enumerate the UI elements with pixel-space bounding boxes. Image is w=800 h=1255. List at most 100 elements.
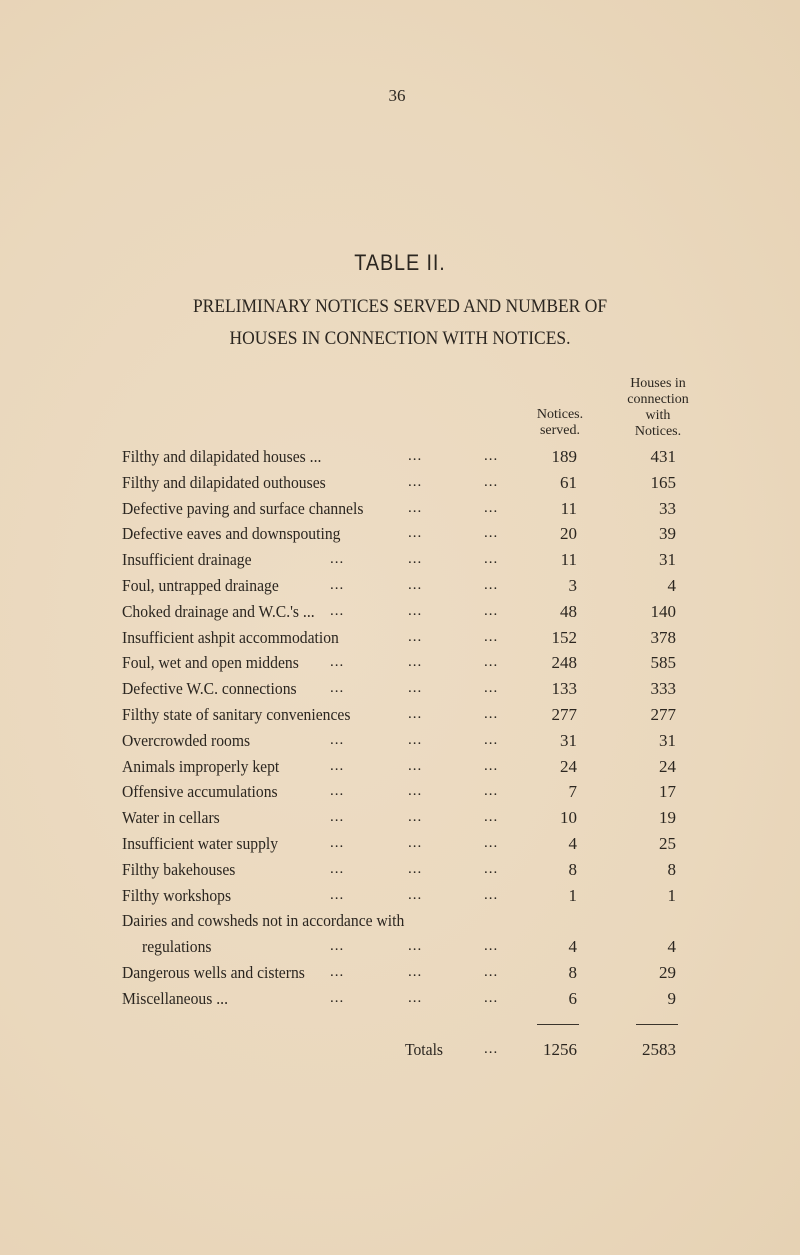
totals-label: Totals <box>405 1040 444 1059</box>
notices-served-value: 20 <box>560 524 577 544</box>
total-rule <box>636 1024 678 1025</box>
table-title: TABLE II. <box>354 250 446 275</box>
dot-leader: ... <box>484 473 499 490</box>
houses-value: 9 <box>667 988 677 1008</box>
dot-leader: ... <box>330 964 345 980</box>
row-label: Animals improperly kept <box>122 756 280 776</box>
dot-leader: ... <box>484 1041 499 1057</box>
dot-leader: ... <box>330 886 345 903</box>
dot-leader: ... <box>330 731 345 748</box>
dot-leader: ... <box>408 602 423 619</box>
notices-served-value: 11 <box>560 498 577 518</box>
dot-leader: ... <box>484 731 499 748</box>
notices-served-value: 4 <box>568 834 578 853</box>
notices-served-value: 11 <box>560 550 577 570</box>
houses-value: 277 <box>650 705 677 724</box>
notices-served-value: 6 <box>568 988 578 1008</box>
row-label: Filthy bakehouses <box>122 859 236 879</box>
row-label: Foul, untrapped drainage <box>122 576 279 595</box>
row-label: Offensive accumulations <box>122 782 278 802</box>
dot-leader: ... <box>330 602 345 619</box>
dot-leader: ... <box>484 835 499 851</box>
dot-leader: ... <box>484 654 499 671</box>
dot-leader: ... <box>484 448 499 464</box>
dot-leader: ... <box>484 860 499 877</box>
dot-leader: ... <box>408 706 423 722</box>
dot-leader: ... <box>408 731 423 748</box>
dot-leader: ... <box>408 448 423 464</box>
dot-leader: ... <box>330 757 345 774</box>
houses-value: 378 <box>650 627 677 647</box>
houses-value: 31 <box>659 730 676 750</box>
notices-served-value: 3 <box>568 576 578 595</box>
totals-notices-served: 1256 <box>543 1040 577 1059</box>
column-header-line: Houses in <box>630 376 686 391</box>
row-label: Miscellaneous ... <box>122 988 228 1008</box>
page-number: 36 <box>388 86 406 105</box>
dot-leader: ... <box>484 499 499 516</box>
dot-leader: ... <box>408 757 423 774</box>
notices-served-value: 61 <box>560 472 577 492</box>
houses-value: 585 <box>650 653 677 673</box>
row-label: Insufficient water supply <box>122 834 279 853</box>
dot-leader: ... <box>408 525 423 542</box>
total-rule <box>537 1024 579 1025</box>
row-label: Filthy and dilapidated outhouses <box>122 472 326 492</box>
dot-leader: ... <box>484 680 499 697</box>
dot-leader: ... <box>330 551 345 568</box>
row-label: Defective eaves and downspouting <box>122 524 341 544</box>
row-label: Choked drainage and W.C.'s ... <box>122 601 315 621</box>
dot-leader: ... <box>484 628 499 645</box>
dot-leader: ... <box>330 577 345 593</box>
dot-leader: ... <box>408 938 423 955</box>
table-heading-line-2: HOUSES IN CONNECTION WITH NOTICES. <box>229 328 571 349</box>
dot-leader: ... <box>408 964 423 980</box>
dot-leader: ... <box>484 602 499 619</box>
dot-leader: ... <box>408 860 423 877</box>
row-label: Dairies and cowsheds not in accordance w… <box>122 911 405 931</box>
notices-served-value: 31 <box>560 730 577 750</box>
houses-value: 8 <box>667 859 677 879</box>
row-label: Water in cellars <box>122 808 220 828</box>
column-header-line: Notices. <box>634 424 682 439</box>
row-label: Overcrowded rooms <box>122 730 251 750</box>
dot-leader: ... <box>330 680 345 697</box>
houses-value: 39 <box>659 524 676 544</box>
houses-value: 140 <box>650 601 677 621</box>
dot-leader: ... <box>330 809 345 826</box>
notices-served-value: 24 <box>560 756 577 776</box>
dot-leader: ... <box>408 989 423 1006</box>
dot-leader: ... <box>408 680 423 697</box>
dot-leader: ... <box>484 577 499 593</box>
houses-value: 431 <box>650 447 677 466</box>
row-label: Foul, wet and open middens <box>122 653 299 673</box>
column-header-line: Notices. <box>536 407 584 422</box>
houses-value: 333 <box>650 679 677 699</box>
houses-value: 29 <box>659 963 676 982</box>
dot-leader: ... <box>408 499 423 516</box>
dot-leader: ... <box>484 706 499 722</box>
dot-leader: ... <box>408 654 423 671</box>
column-header-line: with <box>645 408 671 423</box>
row-label: Defective W.C. connections <box>122 679 297 699</box>
notices-served-value: 248 <box>551 653 578 673</box>
notices-served-value: 1 <box>568 885 578 905</box>
houses-value: 24 <box>659 756 676 776</box>
dot-leader: ... <box>330 654 345 671</box>
notices-served-value: 133 <box>551 679 578 699</box>
dot-leader: ... <box>484 783 499 800</box>
notices-served-value: 152 <box>551 627 578 647</box>
dot-leader: ... <box>408 835 423 851</box>
houses-value: 25 <box>659 834 676 853</box>
houses-value: 165 <box>650 472 677 492</box>
dot-leader: ... <box>484 551 499 568</box>
dot-leader: ... <box>408 577 423 593</box>
houses-value: 17 <box>659 782 676 802</box>
notices-served-value: 277 <box>551 705 578 724</box>
column-header-line: served. <box>539 423 581 438</box>
dot-leader: ... <box>330 835 345 851</box>
column-header-line: connection <box>627 392 689 407</box>
column-header-notices-served: Notices. served. <box>520 407 600 439</box>
dot-leader: ... <box>330 783 345 800</box>
dot-leader: ... <box>484 964 499 980</box>
